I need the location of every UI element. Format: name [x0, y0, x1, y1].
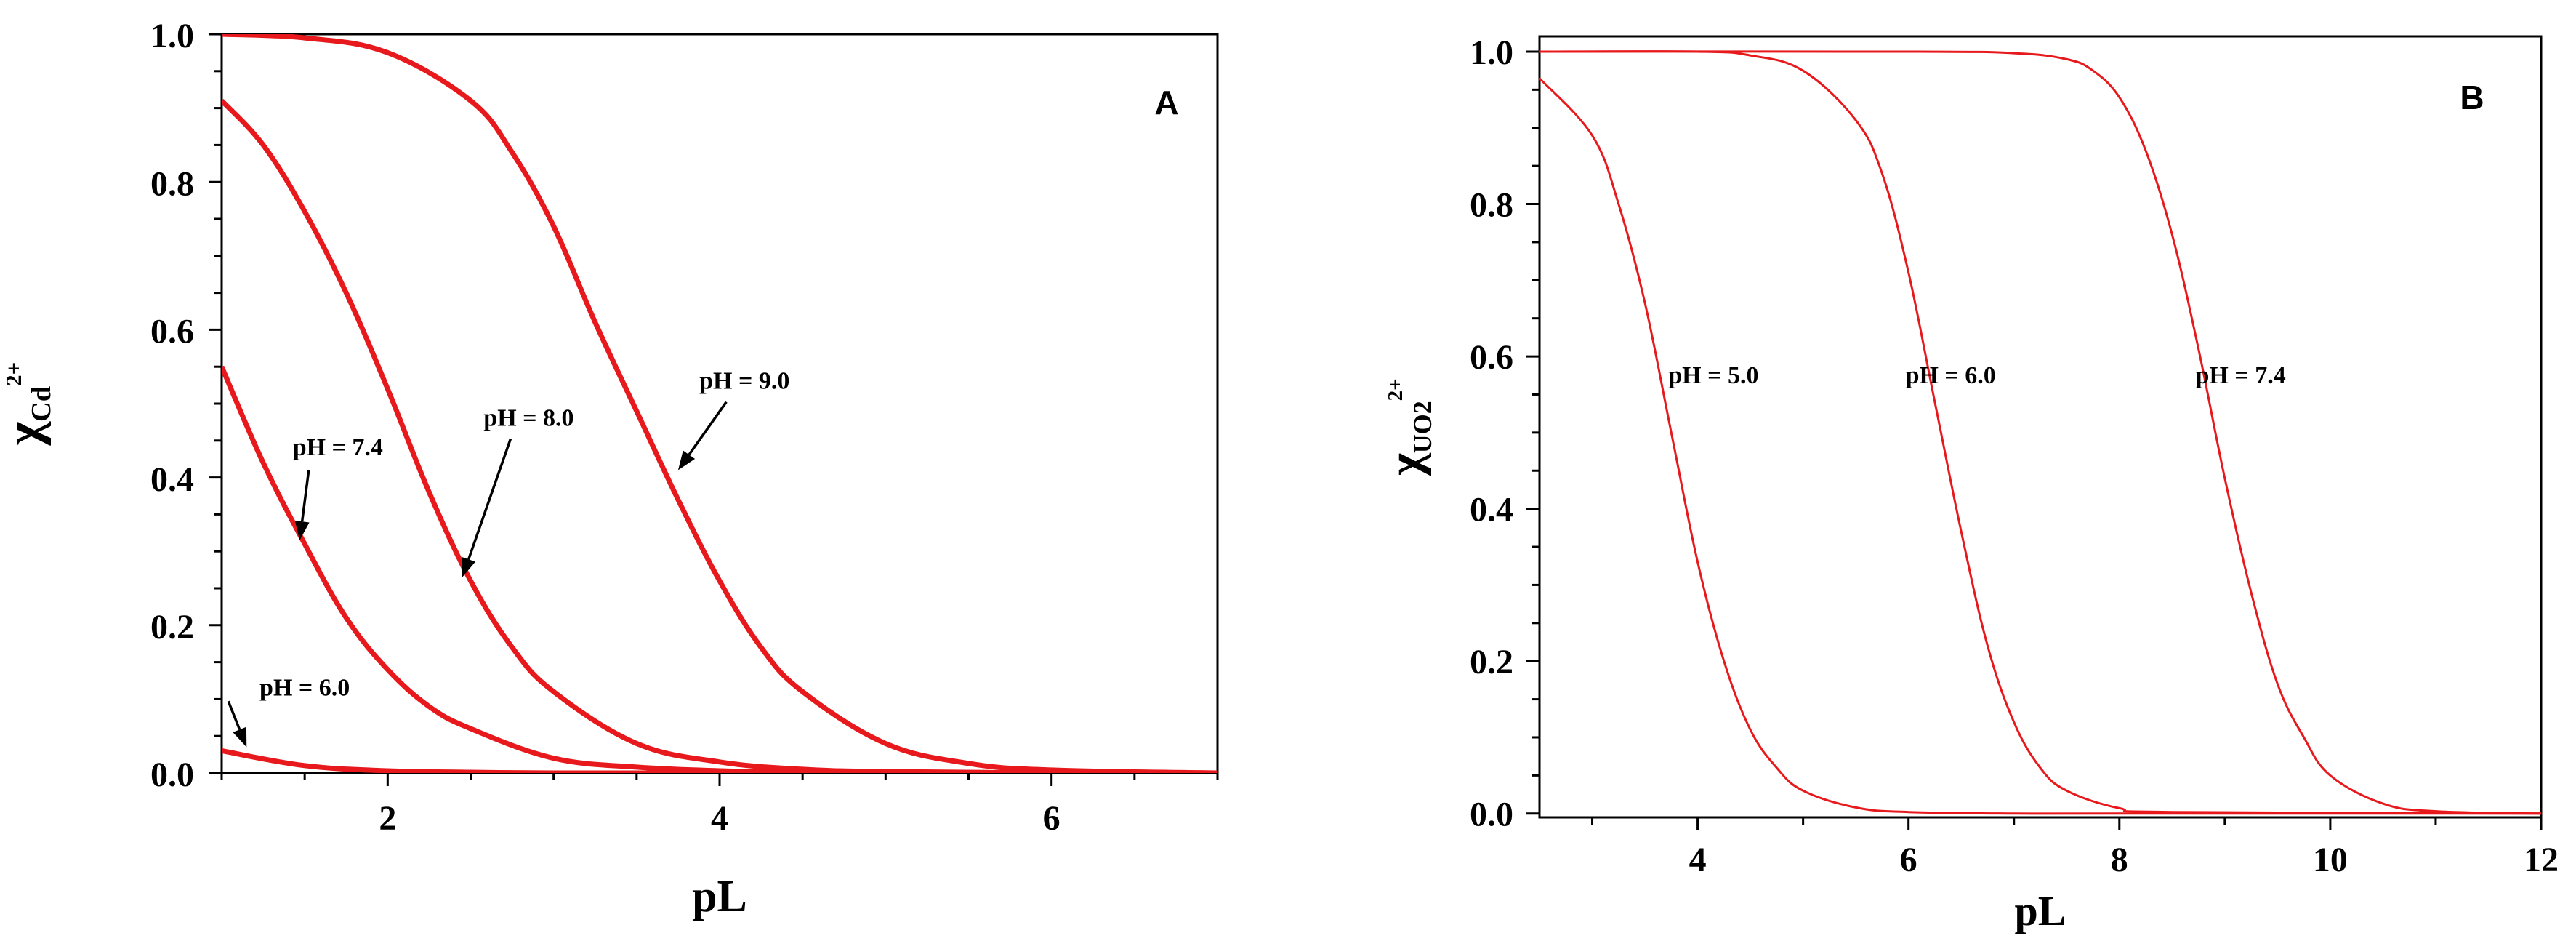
y-tick-label: 0.8 — [150, 164, 194, 203]
plot-frame — [1538, 35, 2543, 819]
x-tick-label: 8 — [2111, 841, 2128, 879]
y-axis-title-symbol: χ — [1379, 452, 1432, 476]
curve-label: pH = 5.0 — [1668, 362, 1758, 389]
series-line-1 — [222, 748, 1217, 773]
annotation-arrow-head — [294, 520, 310, 540]
y-tick-label: 0.6 — [150, 313, 194, 351]
annotation-arrow-head — [462, 556, 476, 577]
panel-letter: B — [2460, 79, 2484, 116]
series-line-3 — [222, 98, 1217, 773]
y-tick-label: 0.8 — [1470, 185, 1513, 224]
x-axis-title: pL — [692, 872, 747, 921]
annotation-arrow-line — [300, 469, 310, 522]
y-axis-title-subscript: Cd — [26, 386, 57, 422]
curve-label: pH = 9.0 — [699, 368, 789, 395]
y-tick-label: 1.0 — [150, 17, 194, 55]
y-tick-label: 0.6 — [1470, 338, 1513, 377]
chart-panel-b: 4 6 8 10 12 0.0 0.2 0.4 0.6 0.8 1.0 pL χUO22+ BpH = 5… — [1379, 33, 2559, 934]
annotation-arrow-head — [677, 450, 696, 470]
y-tick-label: 0.2 — [1470, 643, 1513, 681]
y-axis-title-subscript: UO2 — [1408, 401, 1437, 453]
x-tick-label: 4 — [1689, 841, 1707, 879]
y-tick-label: 0.0 — [1470, 796, 1513, 834]
curve-label: pH = 7.4 — [293, 434, 383, 461]
y-axis-title: χUO22+ — [1379, 378, 1437, 476]
y-tick-label: 1.0 — [1470, 33, 1513, 72]
curve-label: pH = 8.0 — [483, 404, 573, 431]
y-tick-label: 0.0 — [150, 756, 194, 794]
y-tick-label: 0.4 — [1470, 490, 1513, 529]
series-line-2 — [1539, 50, 2541, 815]
x-tick-label: 4 — [711, 799, 728, 838]
plot-frame — [220, 33, 1219, 774]
x-tick-label: 6 — [1043, 799, 1060, 838]
y-axis-title: χCd2+ — [0, 362, 57, 447]
series-line-4 — [222, 34, 1217, 773]
x-axis-title: pL — [2015, 887, 2066, 934]
annotation-arrow-head — [233, 726, 247, 748]
x-tick-label: 12 — [2524, 841, 2559, 879]
y-axis-title-superscript: 2+ — [1, 362, 26, 386]
curve-label: pH = 6.0 — [1906, 362, 1996, 389]
x-tick-label: 6 — [1900, 841, 1917, 879]
panel-letter: A — [1154, 84, 1178, 121]
series-line-2 — [222, 365, 1217, 773]
y-axis-title-symbol: χ — [0, 421, 52, 446]
annotation-arrow-line — [227, 700, 241, 730]
x-tick-label: 10 — [2313, 841, 2348, 879]
series-line-1 — [1539, 77, 2541, 815]
curve-label: pH = 7.4 — [2195, 362, 2285, 389]
series-line-3 — [1539, 50, 2541, 815]
annotation-arrow-line — [467, 438, 512, 560]
curve-label: pH = 6.0 — [259, 674, 350, 701]
y-tick-label: 0.4 — [150, 460, 194, 499]
chart-panel-a: 2 4 6 0.0 0.2 0.4 0.6 0.8 1.0 pL χCd2+ ApH = 9.0 pH … — [0, 17, 1219, 921]
x-tick-label: 2 — [379, 799, 396, 838]
y-axis-title-superscript: 2+ — [1384, 378, 1407, 401]
y-tick-label: 0.2 — [150, 608, 194, 646]
annotation-arrow-line — [688, 401, 728, 456]
